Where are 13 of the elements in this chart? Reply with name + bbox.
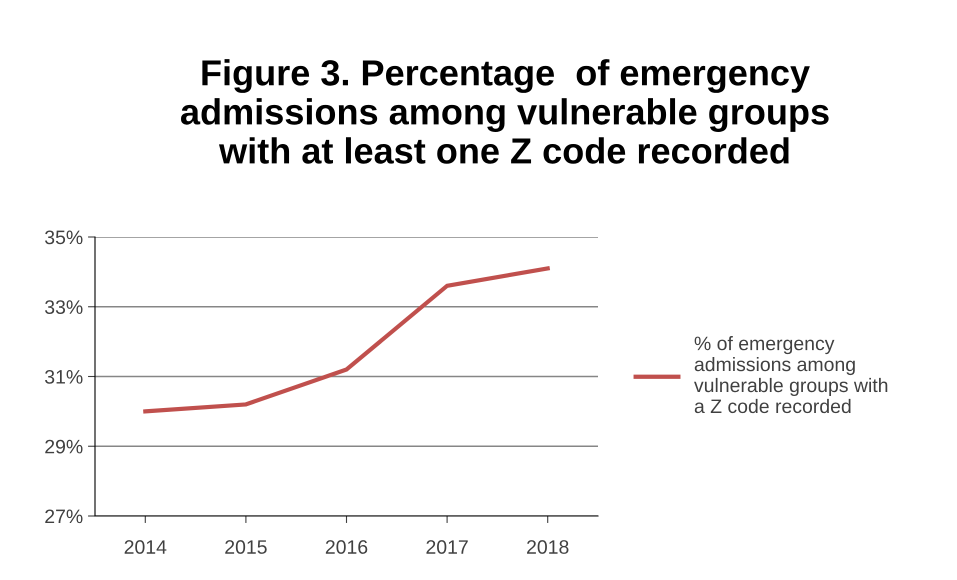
y-tick-label: 33% [45, 300, 83, 314]
x-tick-label: 2016 [326, 540, 368, 554]
x-tick-label: 2018 [527, 540, 568, 554]
y-tick-label: 29% [45, 440, 83, 454]
y-tick-label: 35% [45, 230, 83, 244]
legend-label: % of emergency admissions among vulnerable groups with a Z code recorded [694, 336, 888, 414]
y-tick-label: 31% [45, 370, 83, 384]
x-tick-label: 2015 [225, 540, 267, 554]
x-tick-label: 2017 [426, 540, 468, 554]
line-series [143, 266, 550, 414]
y-tick-label: 27% [45, 509, 83, 524]
x-tick-label: 2014 [124, 540, 166, 554]
chart-title: Figure 3. Percentage of emergency admissions among vulnerable groups with at least one Z code recorded [181, 59, 829, 164]
